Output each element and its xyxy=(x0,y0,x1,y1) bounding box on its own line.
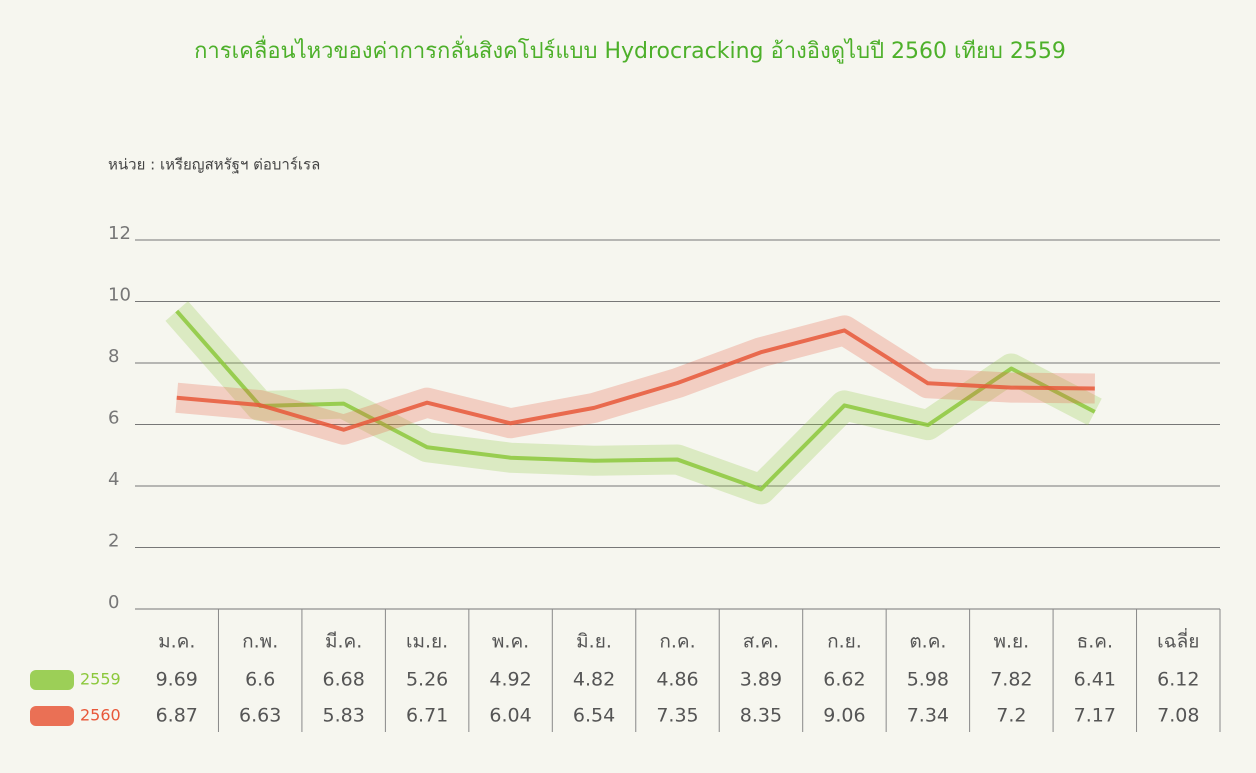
y-tick-label: 12 xyxy=(108,223,131,244)
x-tick-label: ม.ค. xyxy=(158,631,195,653)
unit-label: หน่วย : เหรียญสหรัฐฯ ต่อบาร์เรล xyxy=(108,156,320,174)
table-cell: 7.08 xyxy=(1157,705,1199,727)
table-cell: 6.12 xyxy=(1157,669,1199,691)
table-cell: 6.41 xyxy=(1074,669,1116,691)
x-tick-label: ส.ค. xyxy=(743,631,779,653)
series-line xyxy=(175,309,1096,492)
table-cell: 6.54 xyxy=(573,705,615,727)
x-tick-label: ก.ย. xyxy=(827,631,862,653)
table-cell: 6.63 xyxy=(239,705,281,727)
y-tick-label: 4 xyxy=(108,469,119,490)
table-cell: 3.89 xyxy=(740,669,782,691)
table-cell: 5.26 xyxy=(406,669,448,691)
table-cell: 6.71 xyxy=(406,705,448,727)
x-tick-label: ต.ค. xyxy=(909,631,946,653)
x-tick-label: ก.พ. xyxy=(242,631,278,653)
table-cell: 8.35 xyxy=(740,705,782,727)
table-cell: 4.92 xyxy=(489,669,531,691)
table-cell: 9.69 xyxy=(156,669,198,691)
table-cell: 7.2 xyxy=(996,705,1026,727)
y-tick-label: 10 xyxy=(108,285,131,306)
series-line xyxy=(176,328,1095,432)
table-cell: 6.6 xyxy=(245,669,275,691)
x-tick-label: พ.ค. xyxy=(492,631,529,653)
x-tick-label: พ.ย. xyxy=(993,631,1029,653)
table-cell: 4.86 xyxy=(656,669,698,691)
x-tick-label: เม.ย. xyxy=(406,631,448,653)
table-cell: 5.83 xyxy=(322,705,364,727)
legend-swatch xyxy=(30,706,74,726)
table-cell: 7.82 xyxy=(990,669,1032,691)
table-cell: 6.87 xyxy=(156,705,198,727)
table-cell: 7.35 xyxy=(656,705,698,727)
table-cell: 4.82 xyxy=(573,669,615,691)
x-tick-label: เฉลี่ย xyxy=(1157,628,1199,653)
table-cell: 6.62 xyxy=(823,669,865,691)
table-cell: 6.04 xyxy=(489,705,531,727)
y-tick-label: 2 xyxy=(108,531,119,552)
legend-swatch xyxy=(30,670,74,690)
y-tick-label: 6 xyxy=(108,408,119,429)
x-tick-label: มิ.ย. xyxy=(576,631,612,653)
legend-label: 2559 xyxy=(80,670,121,689)
y-tick-label: 0 xyxy=(108,592,119,613)
table-cell: 9.06 xyxy=(823,705,865,727)
table-cell: 5.98 xyxy=(907,669,949,691)
legend-label: 2560 xyxy=(80,706,121,725)
y-tick-label: 8 xyxy=(108,346,119,367)
table-cell: 6.68 xyxy=(322,669,364,691)
table-cell: 7.17 xyxy=(1074,705,1116,727)
x-tick-label: ธ.ค. xyxy=(1077,631,1113,653)
x-tick-label: มี.ค. xyxy=(325,631,362,653)
table-cell: 7.34 xyxy=(907,705,949,727)
x-tick-label: ก.ค. xyxy=(659,631,695,653)
chart-title: การเคลื่อนไหวของค่าการกลั่นสิงคโปร์แบบ H… xyxy=(194,35,1066,64)
